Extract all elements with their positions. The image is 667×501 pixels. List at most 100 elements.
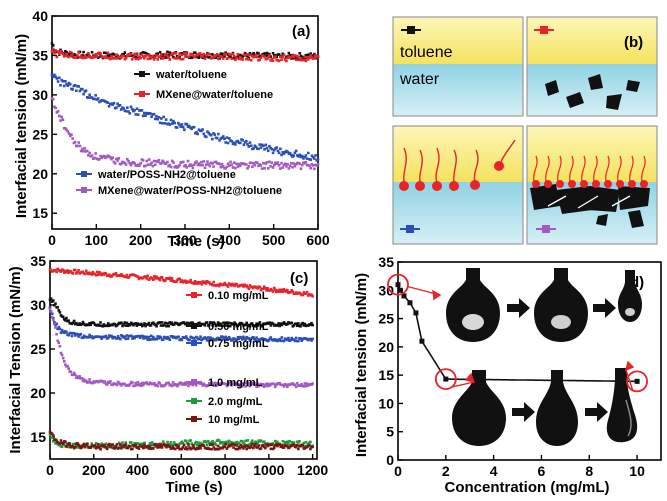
panel-c-point <box>89 323 92 327</box>
panel-c-point <box>144 275 147 278</box>
panel-c-point <box>278 443 281 447</box>
panel-a-point <box>269 165 272 168</box>
panel-c-point <box>256 441 259 444</box>
panel-c-point <box>270 443 274 447</box>
panel-c-point <box>124 337 128 341</box>
panel-c-point <box>126 446 130 450</box>
panel-c-point <box>134 443 138 447</box>
panel-c-point <box>248 442 252 446</box>
panel-a-point <box>201 55 204 58</box>
panel-a-point <box>202 160 206 163</box>
panel-c-point <box>158 321 162 324</box>
panel-c-point <box>147 335 151 339</box>
panel-a-point <box>172 52 175 55</box>
panel-c-point <box>128 323 132 327</box>
panel-a-point <box>309 54 313 57</box>
panel-c-point <box>245 321 248 325</box>
panel-c-point <box>158 278 162 282</box>
b-marker-black <box>401 26 421 34</box>
panel-c-point <box>120 446 123 450</box>
panel-c-point <box>141 445 144 448</box>
panel-c-point <box>286 385 289 389</box>
b-q3-water <box>393 182 523 244</box>
panel-c-point <box>213 381 217 385</box>
panel-c-point <box>80 322 84 326</box>
panel-c-point <box>124 275 128 279</box>
panel-a-point <box>230 139 234 143</box>
panel-a-point <box>134 55 138 59</box>
panel-c-point <box>225 447 229 450</box>
panel-c-point <box>164 383 167 387</box>
panel-c-point <box>184 335 188 338</box>
panel-c-point <box>210 321 213 325</box>
panel-c-point <box>158 445 162 449</box>
panel-a-point <box>294 149 298 153</box>
panel-c-point <box>65 330 68 334</box>
panel-c-point <box>215 382 219 385</box>
panel-a-point <box>59 50 62 53</box>
panel-c-point <box>153 274 156 278</box>
panel-a-point <box>152 112 156 116</box>
panel-a-point <box>209 133 213 137</box>
panel-c-point <box>166 440 169 444</box>
panel-c-point <box>271 290 275 293</box>
panel-a-point <box>56 50 60 53</box>
panel-c-point <box>133 384 136 388</box>
panel-c-point <box>97 273 100 277</box>
panel-d-xlabel: Concentration (mg/mL) <box>445 479 610 496</box>
panel-c-point <box>195 443 199 447</box>
panel-a-point <box>172 161 175 164</box>
panel-c-point <box>243 283 246 287</box>
panel-a-point <box>64 79 67 83</box>
panel-c-point <box>281 383 285 387</box>
panel-a-point <box>83 147 87 150</box>
panel-c-point <box>62 331 66 335</box>
panel-a-point <box>309 166 313 170</box>
panel-c-point <box>141 381 144 385</box>
panel-c-point <box>222 337 225 341</box>
panel-c-point <box>273 385 277 389</box>
panel-a-point <box>109 57 112 61</box>
panel-a-point <box>111 103 115 106</box>
panel-c-point <box>119 274 122 277</box>
panel-c-point <box>149 443 153 447</box>
panel-a-point <box>246 53 249 56</box>
panel-a-point <box>141 114 145 118</box>
panel-c-point <box>165 337 168 340</box>
panel-c-point <box>246 444 250 448</box>
panel-c-point <box>71 321 75 325</box>
panel-c-point <box>167 324 170 328</box>
panel-c-point <box>165 445 168 449</box>
panel-a-point <box>308 55 311 59</box>
panel-c-point <box>279 339 283 343</box>
panel-c-point <box>235 440 239 444</box>
panel-c-point <box>114 445 118 448</box>
panel-c-point <box>139 322 143 326</box>
panel-a-point <box>311 155 315 159</box>
panel-c-point <box>286 338 289 342</box>
panel-a-point <box>270 57 274 61</box>
panel-a-point <box>184 164 187 167</box>
panel-c-point <box>282 385 286 388</box>
panel-c-point <box>187 444 190 447</box>
panel-c-point <box>77 335 80 338</box>
panel-c-point <box>254 442 257 446</box>
panel-a-point <box>286 150 289 154</box>
panel-a-point <box>177 55 180 59</box>
panel-c-point <box>295 381 299 385</box>
panel-a-point <box>99 52 102 55</box>
panel-a-point <box>139 56 142 60</box>
panel-c-point <box>286 440 289 444</box>
panel-a-point <box>268 160 271 164</box>
panel-c-series-2 <box>48 306 314 343</box>
panel-a-legend-label: water/toluene <box>155 69 227 81</box>
panel-c-point <box>297 447 300 451</box>
panel-c-point <box>227 335 231 339</box>
panel-c-point <box>280 443 284 447</box>
panel-c-point <box>168 445 172 449</box>
panel-c-point <box>237 383 241 386</box>
panel-a-point <box>203 166 207 169</box>
arrow-icon <box>593 298 616 318</box>
panel-c-point <box>146 338 150 342</box>
panel-c-point <box>240 322 244 326</box>
